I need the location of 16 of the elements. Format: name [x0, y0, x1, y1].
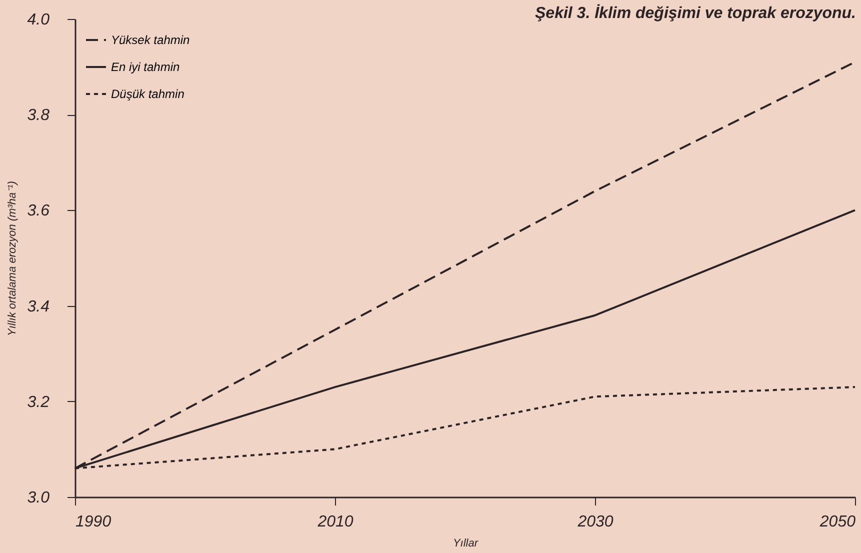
- legend-label: Yüksek tahmin: [111, 33, 190, 47]
- chart-title: Şekil 3. İklim değişimi ve toprak erozyonu.: [535, 4, 856, 22]
- x-tick-label: 2010: [316, 514, 354, 530]
- legend-label: En iyi tahmin: [111, 60, 180, 74]
- legend-label: Düşük tahmin: [111, 87, 185, 101]
- x-axis-title: Yıllar: [452, 538, 480, 550]
- y-tick-label: 3.0: [27, 490, 50, 506]
- y-tick-label: 3.8: [27, 107, 50, 124]
- y-axis-title: Yıllık ortalama erozyon (m³ha⁻¹): [6, 180, 18, 336]
- y-tick-label: 4.0: [27, 12, 50, 28]
- x-tick-label: 2050: [818, 514, 856, 530]
- y-tick-label: 3.2: [27, 394, 50, 411]
- x-tick-label: 1990: [76, 514, 112, 530]
- y-tick-label: 3.4: [27, 298, 50, 316]
- x-tick-label: 2030: [576, 514, 614, 530]
- y-tick-label: 3.6: [27, 202, 50, 220]
